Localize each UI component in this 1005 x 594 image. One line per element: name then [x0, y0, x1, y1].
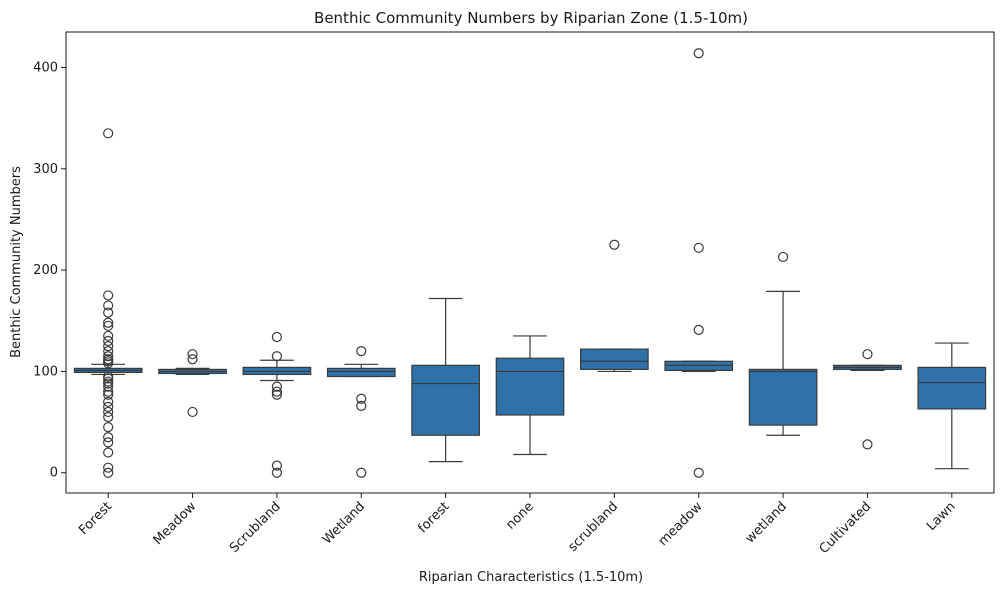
outlier-point	[862, 439, 873, 450]
box-meadow	[664, 48, 734, 478]
box-iqr	[580, 348, 649, 370]
outlier-point	[271, 331, 283, 343]
x-tick-label: Cultivated	[817, 499, 875, 557]
outlier-point	[693, 467, 704, 478]
x-tick-label: meadow	[656, 499, 706, 549]
outlier-point	[103, 467, 114, 478]
y-tick-label: 400	[33, 60, 58, 75]
outlier-point	[103, 378, 114, 389]
box-forest	[73, 128, 143, 478]
x-tick-label: Forest	[76, 499, 115, 538]
outlier-point	[356, 467, 367, 478]
outlier-point	[271, 389, 283, 400]
outlier-point	[103, 128, 114, 139]
outlier-point	[356, 400, 367, 411]
outlier-point	[103, 358, 114, 369]
outlier-point	[103, 401, 114, 412]
outlier-point	[103, 300, 114, 311]
box-iqr	[917, 366, 987, 410]
outlier-point	[187, 354, 198, 365]
outlier-point	[609, 239, 620, 250]
y-tick-label: 0	[50, 466, 58, 481]
x-tick-label: none	[503, 499, 537, 533]
box-scrubland	[242, 331, 312, 478]
outlier-point	[103, 330, 114, 342]
box-wetland	[326, 346, 396, 478]
outlier-point	[271, 460, 283, 471]
y-tick-label: 300	[33, 162, 58, 177]
plot-area	[73, 48, 987, 478]
box-iqr	[411, 364, 480, 436]
outlier-point	[187, 406, 198, 418]
outlier-point	[103, 396, 114, 407]
y-tick-label: 100	[33, 364, 58, 379]
outlier-point	[103, 317, 114, 328]
outlier-point	[693, 324, 704, 335]
x-tick-label: Scrubland	[227, 499, 284, 556]
box-meadow	[158, 349, 227, 418]
box-iqr	[326, 367, 396, 378]
outlier-point	[777, 251, 789, 263]
outlier-point	[103, 422, 114, 433]
outlier-point	[187, 349, 198, 360]
x-tick-label: scrubland	[565, 499, 621, 555]
outlier-point	[103, 346, 114, 357]
outlier-point	[103, 335, 114, 347]
x-tick-label: Wetland	[320, 499, 368, 547]
y-tick-label: 200	[33, 263, 58, 278]
x-tick-label: Meadow	[151, 499, 200, 548]
box-none	[495, 335, 565, 456]
plot-frame	[65, 31, 995, 494]
outlier-point	[271, 467, 283, 478]
outlier-point	[356, 393, 367, 404]
outlier-point	[103, 386, 114, 397]
outlier-point	[693, 48, 704, 59]
box-lawn	[917, 342, 987, 470]
box-iqr	[495, 357, 565, 416]
box-forest	[411, 297, 480, 463]
x-axis-title: Riparian Characteristics (1.5-10m)	[419, 570, 643, 585]
outlier-point	[271, 386, 283, 397]
outlier-point	[356, 346, 367, 357]
x-tick-label: forest	[415, 499, 452, 536]
box-cultivated	[833, 349, 902, 450]
outlier-point	[103, 411, 114, 423]
outlier-point	[693, 242, 704, 253]
box-scrubland	[580, 239, 649, 373]
outlier-point	[103, 320, 114, 331]
x-tick-label: wetland	[743, 499, 790, 546]
outlier-point	[271, 381, 283, 392]
outlier-point	[271, 351, 283, 362]
box-wetland	[748, 251, 818, 436]
outlier-point	[103, 406, 114, 418]
outlier-point	[103, 389, 114, 400]
chart-title: Benthic Community Numbers by Riparian Zo…	[314, 9, 748, 27]
outlier-point	[103, 447, 114, 458]
outlier-point	[103, 462, 114, 473]
outlier-point	[862, 349, 873, 360]
outlier-point	[103, 437, 114, 448]
y-axis-title: Benthic Community Numbers	[9, 166, 24, 358]
outlier-point	[103, 432, 114, 443]
x-tick-label: Lawn	[924, 499, 959, 534]
box-iqr	[748, 368, 818, 426]
outlier-point	[103, 351, 114, 362]
outlier-point	[103, 373, 114, 384]
outlier-point	[103, 290, 114, 301]
outlier-point	[103, 340, 114, 352]
outlier-point	[103, 307, 114, 318]
outlier-point	[103, 381, 114, 392]
